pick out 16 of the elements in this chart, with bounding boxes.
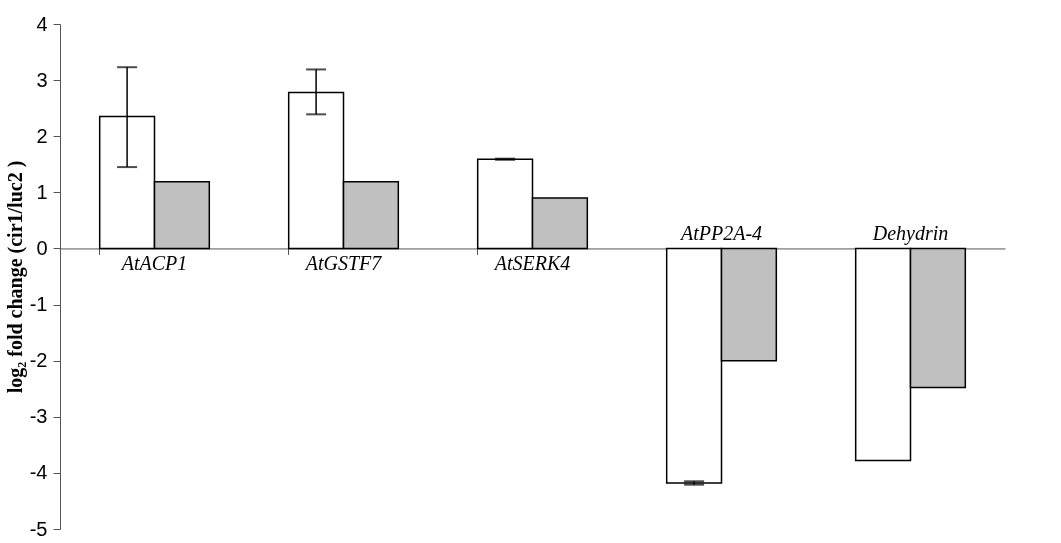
y-tick-label: 1 bbox=[36, 180, 48, 203]
x-tick-label: AtGSTF7 bbox=[303, 252, 383, 275]
y-axis-title: log₂ fold change (cir1/luc2 ) bbox=[3, 160, 27, 394]
y-tick-label: 2 bbox=[36, 124, 48, 147]
y-tick-label: -5 bbox=[29, 517, 48, 540]
y-tick-label: -4 bbox=[29, 461, 48, 484]
y-tick-label: 0 bbox=[36, 236, 48, 259]
y-tick-label: -1 bbox=[29, 293, 48, 316]
x-tick-label: AtPP2A-4 bbox=[678, 222, 763, 245]
y-tick-label: -2 bbox=[29, 349, 48, 372]
x-tick-label: AtSERK4 bbox=[492, 252, 571, 275]
y-tick-label: -3 bbox=[29, 405, 48, 428]
y-tick-label: 3 bbox=[36, 68, 48, 91]
y-tick-label: 4 bbox=[36, 12, 48, 35]
x-tick-label: AtACP1 bbox=[119, 252, 188, 275]
x-tick-label: Dehydrin bbox=[871, 222, 949, 246]
